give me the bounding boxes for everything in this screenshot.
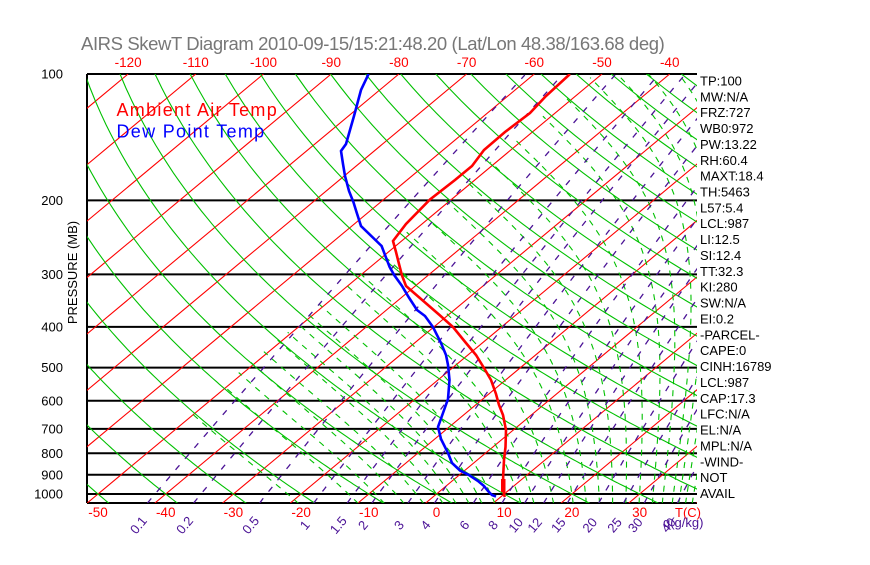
- svg-text:Dew Point Temp: Dew Point Temp: [117, 122, 266, 142]
- svg-text:PW:13.22: PW:13.22: [700, 137, 757, 152]
- svg-text:LCL:987: LCL:987: [700, 216, 749, 231]
- svg-text:MPL:N/A: MPL:N/A: [700, 438, 752, 453]
- svg-text:LI:12.5: LI:12.5: [700, 232, 740, 247]
- svg-text:TH:5463: TH:5463: [700, 185, 750, 200]
- svg-text:AIRS SkewT Diagram 2010-09-15/: AIRS SkewT Diagram 2010-09-15/15:21:48.2…: [81, 33, 665, 54]
- svg-text:CAP:17.3: CAP:17.3: [700, 391, 756, 406]
- svg-text:100: 100: [41, 67, 63, 82]
- svg-text:PRESSURE (MB): PRESSURE (MB): [65, 221, 80, 324]
- svg-text:300: 300: [41, 267, 63, 282]
- svg-text:-100: -100: [250, 55, 277, 70]
- svg-text:TT:32.3: TT:32.3: [700, 264, 743, 279]
- svg-text:-30: -30: [224, 505, 244, 520]
- svg-text:10: 10: [497, 505, 512, 520]
- svg-text:700: 700: [41, 421, 63, 436]
- svg-text:400: 400: [41, 319, 63, 334]
- svg-text:-50: -50: [88, 505, 108, 520]
- svg-text:-90: -90: [321, 55, 341, 70]
- svg-text:-80: -80: [389, 55, 409, 70]
- svg-text:NOT: NOT: [700, 470, 728, 485]
- svg-text:CAPE:0: CAPE:0: [700, 343, 746, 358]
- svg-text:-20: -20: [291, 505, 311, 520]
- svg-text:-10: -10: [359, 505, 379, 520]
- svg-text:-70: -70: [457, 55, 477, 70]
- svg-text:-40: -40: [660, 55, 680, 70]
- svg-text:1000: 1000: [34, 487, 63, 502]
- svg-text:FRZ:727: FRZ:727: [700, 105, 751, 120]
- svg-text:q(g/kg): q(g/kg): [663, 515, 703, 530]
- svg-text:SI:12.4: SI:12.4: [700, 248, 741, 263]
- svg-text:LCL:987: LCL:987: [700, 375, 749, 390]
- svg-text:200: 200: [41, 193, 63, 208]
- svg-text:-40: -40: [156, 505, 176, 520]
- svg-text:-110: -110: [183, 55, 209, 70]
- svg-text:KI:280: KI:280: [700, 280, 738, 295]
- svg-text:CINH:16789: CINH:16789: [700, 359, 772, 374]
- svg-text:-WIND-: -WIND-: [700, 454, 743, 469]
- svg-text:LFC:N/A: LFC:N/A: [700, 407, 750, 422]
- svg-text:MW:N/A: MW:N/A: [700, 89, 748, 104]
- svg-text:900: 900: [41, 467, 63, 482]
- svg-text:L57:5.4: L57:5.4: [700, 200, 743, 215]
- svg-text:800: 800: [41, 446, 63, 461]
- svg-text:EL:N/A: EL:N/A: [700, 423, 742, 438]
- svg-text:600: 600: [41, 393, 63, 408]
- svg-text:Ambient Air Temp: Ambient Air Temp: [117, 100, 279, 120]
- svg-text:30: 30: [632, 505, 647, 520]
- svg-text:EI:0.2: EI:0.2: [700, 311, 734, 326]
- svg-text:-PARCEL-: -PARCEL-: [700, 327, 760, 342]
- svg-text:RH:60.4: RH:60.4: [700, 153, 748, 168]
- svg-text:0: 0: [433, 505, 441, 520]
- svg-text:-60: -60: [525, 55, 545, 70]
- svg-text:WB0:972: WB0:972: [700, 121, 753, 136]
- svg-text:T(C): T(C): [675, 505, 701, 520]
- svg-text:AVAIL: AVAIL: [700, 486, 735, 501]
- svg-text:TP:100: TP:100: [700, 73, 742, 88]
- svg-text:20: 20: [564, 505, 579, 520]
- svg-text:-50: -50: [592, 55, 612, 70]
- svg-text:MAXT:18.4: MAXT:18.4: [700, 169, 764, 184]
- svg-text:SW:N/A: SW:N/A: [700, 296, 746, 311]
- svg-text:-120: -120: [115, 55, 142, 70]
- svg-text:500: 500: [41, 360, 63, 375]
